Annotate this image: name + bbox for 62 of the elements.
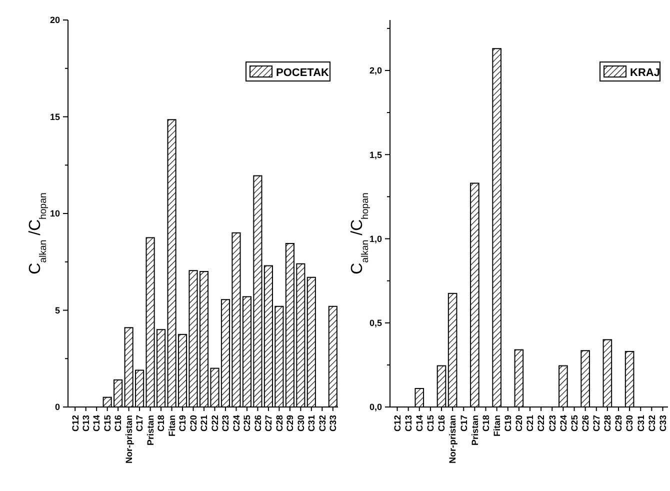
y-tick-label: 0,0: [369, 402, 382, 412]
y-tick-label: 1,5: [369, 150, 382, 160]
x-tick-label: C18: [156, 415, 166, 432]
x-tick-label: C23: [547, 415, 558, 432]
y-tick-label: 0: [54, 402, 60, 412]
x-tick-label: C29: [285, 415, 296, 432]
x-tick-label: C13: [80, 415, 91, 432]
x-tick-label: C12: [392, 415, 402, 432]
x-tick-label: C21: [525, 415, 536, 432]
x-tick-label: C28: [602, 415, 613, 432]
x-tick-label: C12: [70, 415, 80, 432]
y-tick-label: 15: [50, 112, 60, 122]
x-tick-label: C32: [646, 415, 657, 432]
x-tick-label: Nor-pristan: [124, 415, 134, 464]
x-tick-label: C17: [134, 415, 145, 432]
y-tick-label: 5: [54, 305, 60, 316]
x-tick-label: C19: [503, 415, 514, 432]
x-tick-label: C26: [580, 415, 590, 432]
y-tick-label: 0,5: [369, 318, 382, 328]
legend-label: KRAJ: [630, 66, 660, 79]
y-tick-label: 20: [50, 15, 60, 26]
x-tick-label: C16: [113, 415, 124, 432]
x-tick-label: C13: [403, 415, 414, 432]
x-tick-label: C32: [317, 415, 328, 432]
x-tick-label: C19: [178, 415, 188, 432]
x-tick-label: C16: [436, 415, 447, 432]
x-tick-label: C30: [624, 415, 635, 432]
x-tick-label: C25: [242, 415, 252, 432]
x-tick-label: C33: [658, 415, 668, 432]
x-tick-label: C18: [480, 415, 491, 432]
x-tick-label: C15: [102, 415, 112, 432]
y-tick-label: 10: [50, 208, 60, 219]
x-tick-label: C15: [426, 415, 436, 432]
x-tick-label: C28: [274, 415, 284, 432]
x-tick-label: C27: [592, 415, 602, 432]
x-tick-label: C23: [220, 415, 231, 432]
legend-label: POCETAK: [276, 66, 330, 79]
x-tick-label: Nor-pristan: [448, 415, 458, 464]
x-tick-label: C25: [569, 415, 580, 432]
x-tick-label: Pristan: [145, 415, 156, 446]
x-tick-label: C27: [264, 415, 274, 432]
x-tick-label: C22: [536, 415, 546, 432]
x-tick-label: C24: [558, 415, 568, 432]
x-tick-label: C30: [296, 415, 306, 432]
y-tick-label: 2,0: [369, 66, 382, 76]
x-tick-label: C17: [458, 415, 469, 432]
x-tick-label: C31: [636, 415, 646, 432]
x-tick-label: C33: [328, 415, 338, 432]
x-tick-label: C24: [231, 415, 242, 432]
x-tick-label: C22: [210, 415, 220, 432]
x-tick-label: C26: [252, 415, 263, 432]
x-tick-label: Fitan: [492, 415, 502, 436]
x-tick-label: C31: [306, 415, 317, 432]
x-tick-label: Fitan: [166, 415, 177, 436]
x-tick-label: C21: [199, 415, 210, 432]
x-tick-label: Pristan: [470, 415, 480, 446]
x-tick-label: C29: [614, 415, 624, 432]
y-tick-label: 1,0: [369, 234, 382, 244]
x-tick-label: C14: [414, 415, 425, 432]
x-tick-label: C14: [92, 415, 102, 432]
x-tick-label: C20: [514, 415, 524, 432]
x-tick-label: C20: [188, 415, 198, 432]
